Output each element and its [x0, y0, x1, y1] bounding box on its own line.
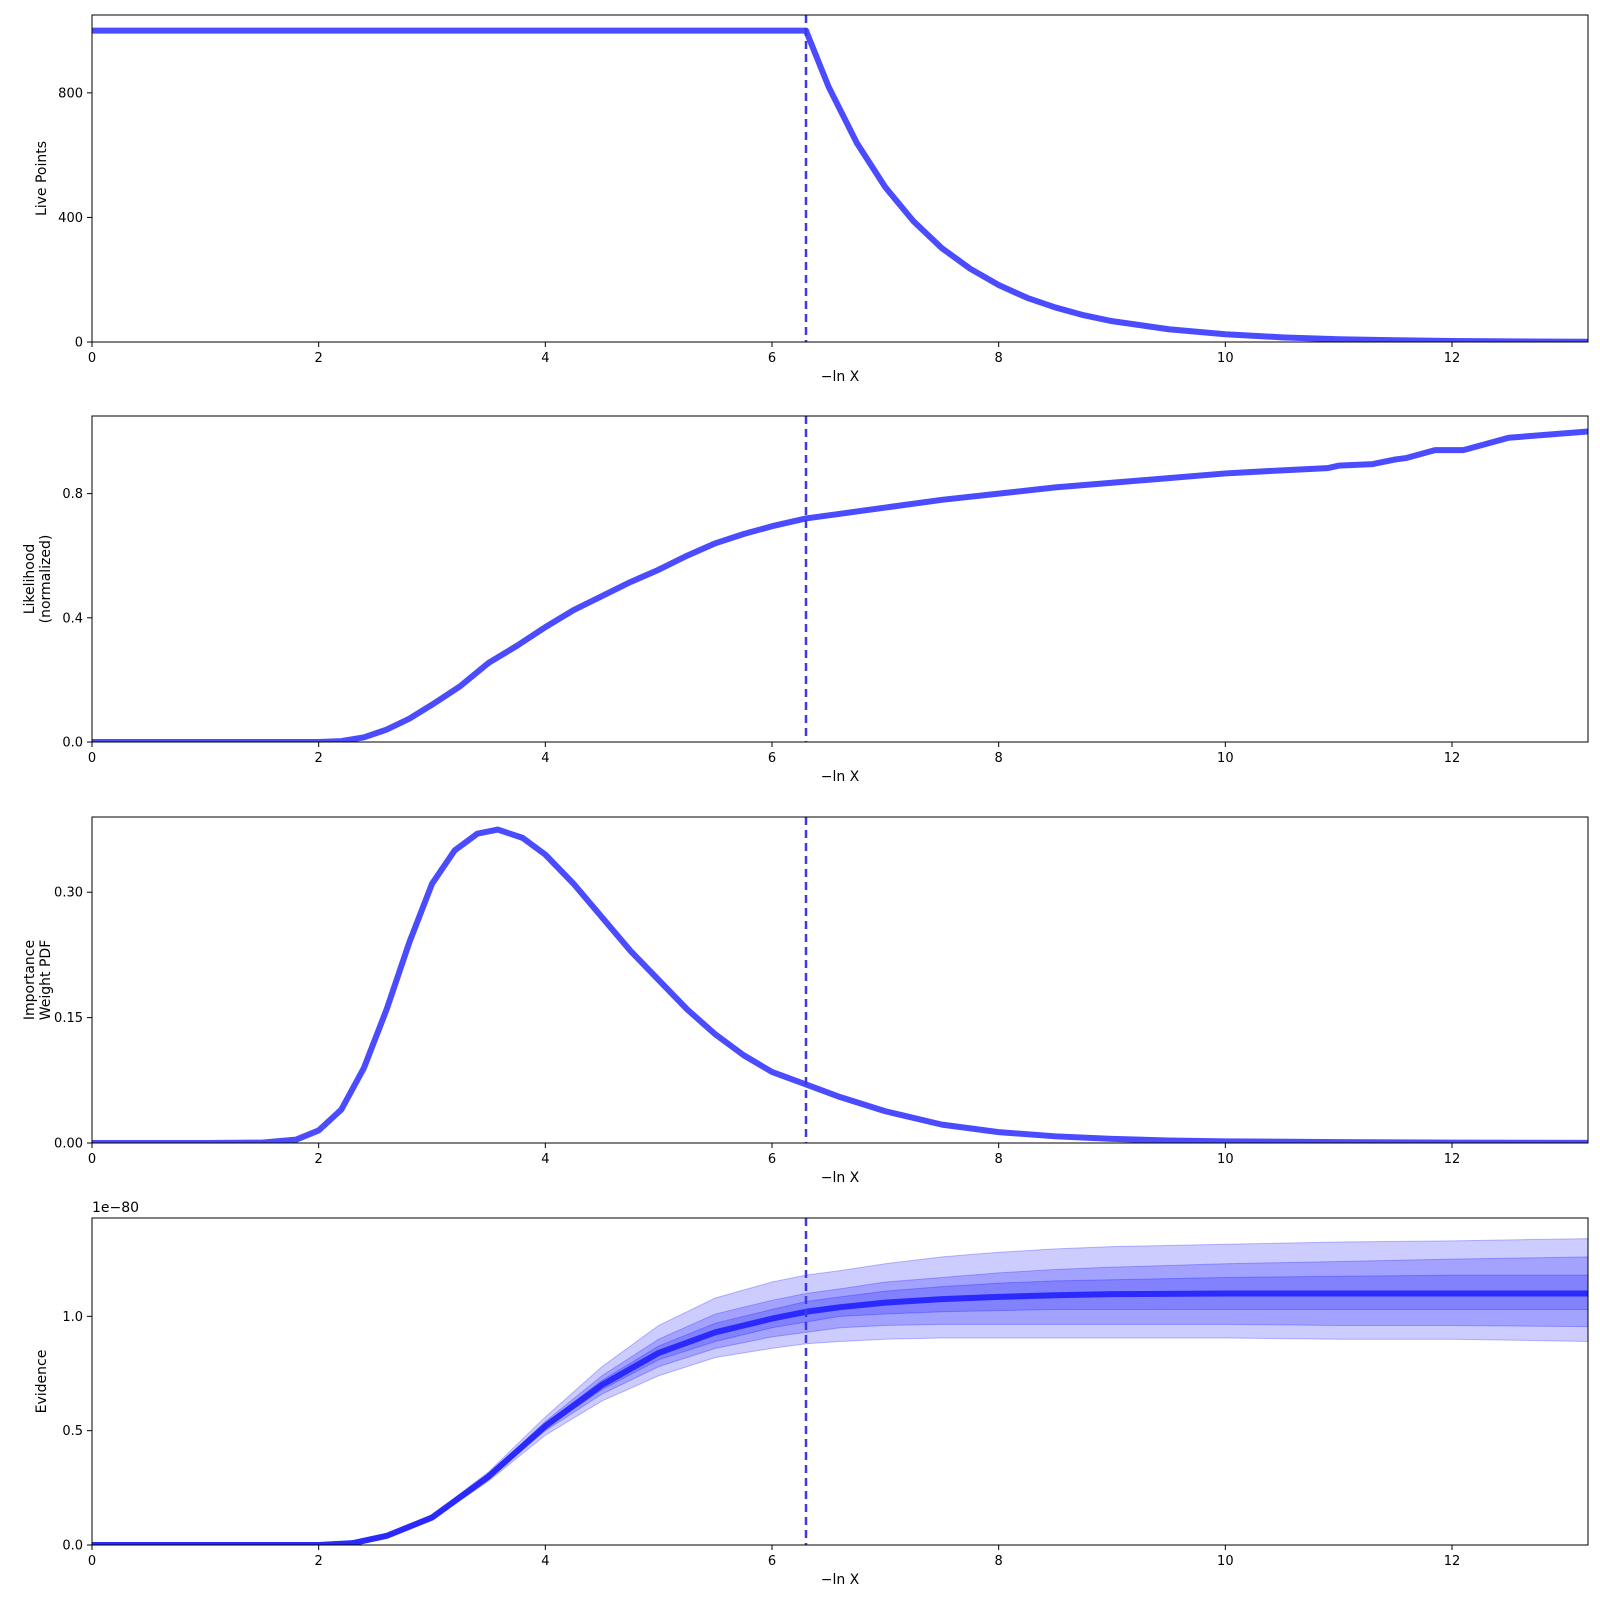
y-tick-label: 400: [58, 211, 83, 226]
y-tick-label: 800: [58, 86, 83, 101]
x-tick-label: 8: [995, 1152, 1003, 1167]
evidence-band-2: [92, 1256, 1588, 1545]
y-axis-title: Live Points: [34, 141, 50, 216]
x-tick-label: 10: [1217, 1152, 1234, 1167]
x-axis-title: −ln X: [821, 369, 860, 385]
y-tick-label: 1.0: [62, 1310, 83, 1325]
x-tick-label: 12: [1444, 751, 1461, 766]
y-axis-title: Weight PDF: [38, 940, 54, 1021]
x-axis-title: −ln X: [821, 1572, 860, 1588]
x-tick-label: 4: [541, 751, 549, 766]
evidence-band-1: [92, 1238, 1588, 1545]
y-axis-title: Likelihood: [22, 544, 38, 615]
y-offset-label: 1e−80: [92, 1200, 139, 1216]
x-tick-label: 6: [768, 351, 776, 366]
x-tick-label: 0: [88, 1152, 96, 1167]
likelihood-line: [92, 428, 1588, 742]
x-tick-label: 6: [768, 751, 776, 766]
x-tick-label: 0: [88, 351, 96, 366]
x-tick-label: 0: [88, 751, 96, 766]
x-tick-label: 4: [541, 1152, 549, 1167]
x-tick-label: 8: [995, 1554, 1003, 1569]
y-axis-title: (normalized): [38, 535, 54, 624]
y-axis-title: Evidence: [34, 1350, 50, 1414]
x-tick-label: 4: [541, 351, 549, 366]
x-tick-label: 8: [995, 751, 1003, 766]
evidence-median-line: [92, 1290, 1588, 1545]
x-tick-label: 10: [1217, 751, 1234, 766]
evidence-panel: 0 2 4 6 8 10 12 0.0 0.5 1.0 −ln X Evidence 1e−80: [34, 1200, 1589, 1588]
importance-weight-axes-frame: [91, 816, 1589, 1144]
x-tick-label: 6: [768, 1152, 776, 1167]
x-axis-title: −ln X: [821, 1170, 860, 1186]
x-axis-title: −ln X: [821, 769, 860, 785]
likelihood-plot-area: [92, 428, 1588, 742]
importance-weight-plot-area: [92, 826, 1588, 1143]
x-tick-label: 8: [995, 351, 1003, 366]
x-tick-label: 4: [541, 1554, 549, 1569]
importance-weight-line: [92, 826, 1588, 1143]
y-tick-label: 0.15: [54, 1011, 83, 1026]
y-tick-label: 0.4: [62, 611, 83, 626]
y-tick-label: 0.0: [62, 736, 83, 751]
y-tick-label: 0.30: [54, 886, 83, 901]
live-points-line: [92, 27, 1588, 342]
x-tick-label: 10: [1217, 1554, 1234, 1569]
evidence-plot-area: [92, 1238, 1588, 1545]
importance-weight-panel: 0 2 4 6 8 10 12 0.00 0.15 0.30 −ln X Importance Weig…: [22, 816, 1589, 1186]
live-points-plot-area: [92, 27, 1588, 342]
y-tick-label: 0.0: [62, 1539, 83, 1554]
x-tick-label: 2: [315, 1152, 323, 1167]
y-tick-label: 0.5: [62, 1424, 83, 1439]
y-tick-label: 0: [75, 336, 83, 351]
evidence-axes-frame: [91, 1217, 1589, 1546]
likelihood-axes-frame: [91, 415, 1589, 743]
live-points-panel: 0 2 4 6 8 10 12 0 400 800 −ln X Live Points: [34, 14, 1589, 385]
likelihood-panel: 0 2 4 6 8 10 12 0.0 0.4 0.8 −ln X Likelihood (normal…: [22, 415, 1589, 785]
x-tick-label: 12: [1444, 351, 1461, 366]
y-tick-label: 0.8: [62, 487, 83, 502]
live-points-axes-frame: [91, 14, 1589, 343]
x-tick-label: 0: [88, 1554, 96, 1569]
x-tick-label: 12: [1444, 1554, 1461, 1569]
x-tick-label: 6: [768, 1554, 776, 1569]
x-tick-label: 12: [1444, 1152, 1461, 1167]
x-tick-label: 2: [315, 1554, 323, 1569]
x-tick-label: 2: [315, 751, 323, 766]
y-tick-label: 0.00: [54, 1137, 83, 1152]
x-tick-label: 10: [1217, 351, 1234, 366]
y-axis-title: Importance: [22, 940, 38, 1020]
x-tick-label: 2: [315, 351, 323, 366]
